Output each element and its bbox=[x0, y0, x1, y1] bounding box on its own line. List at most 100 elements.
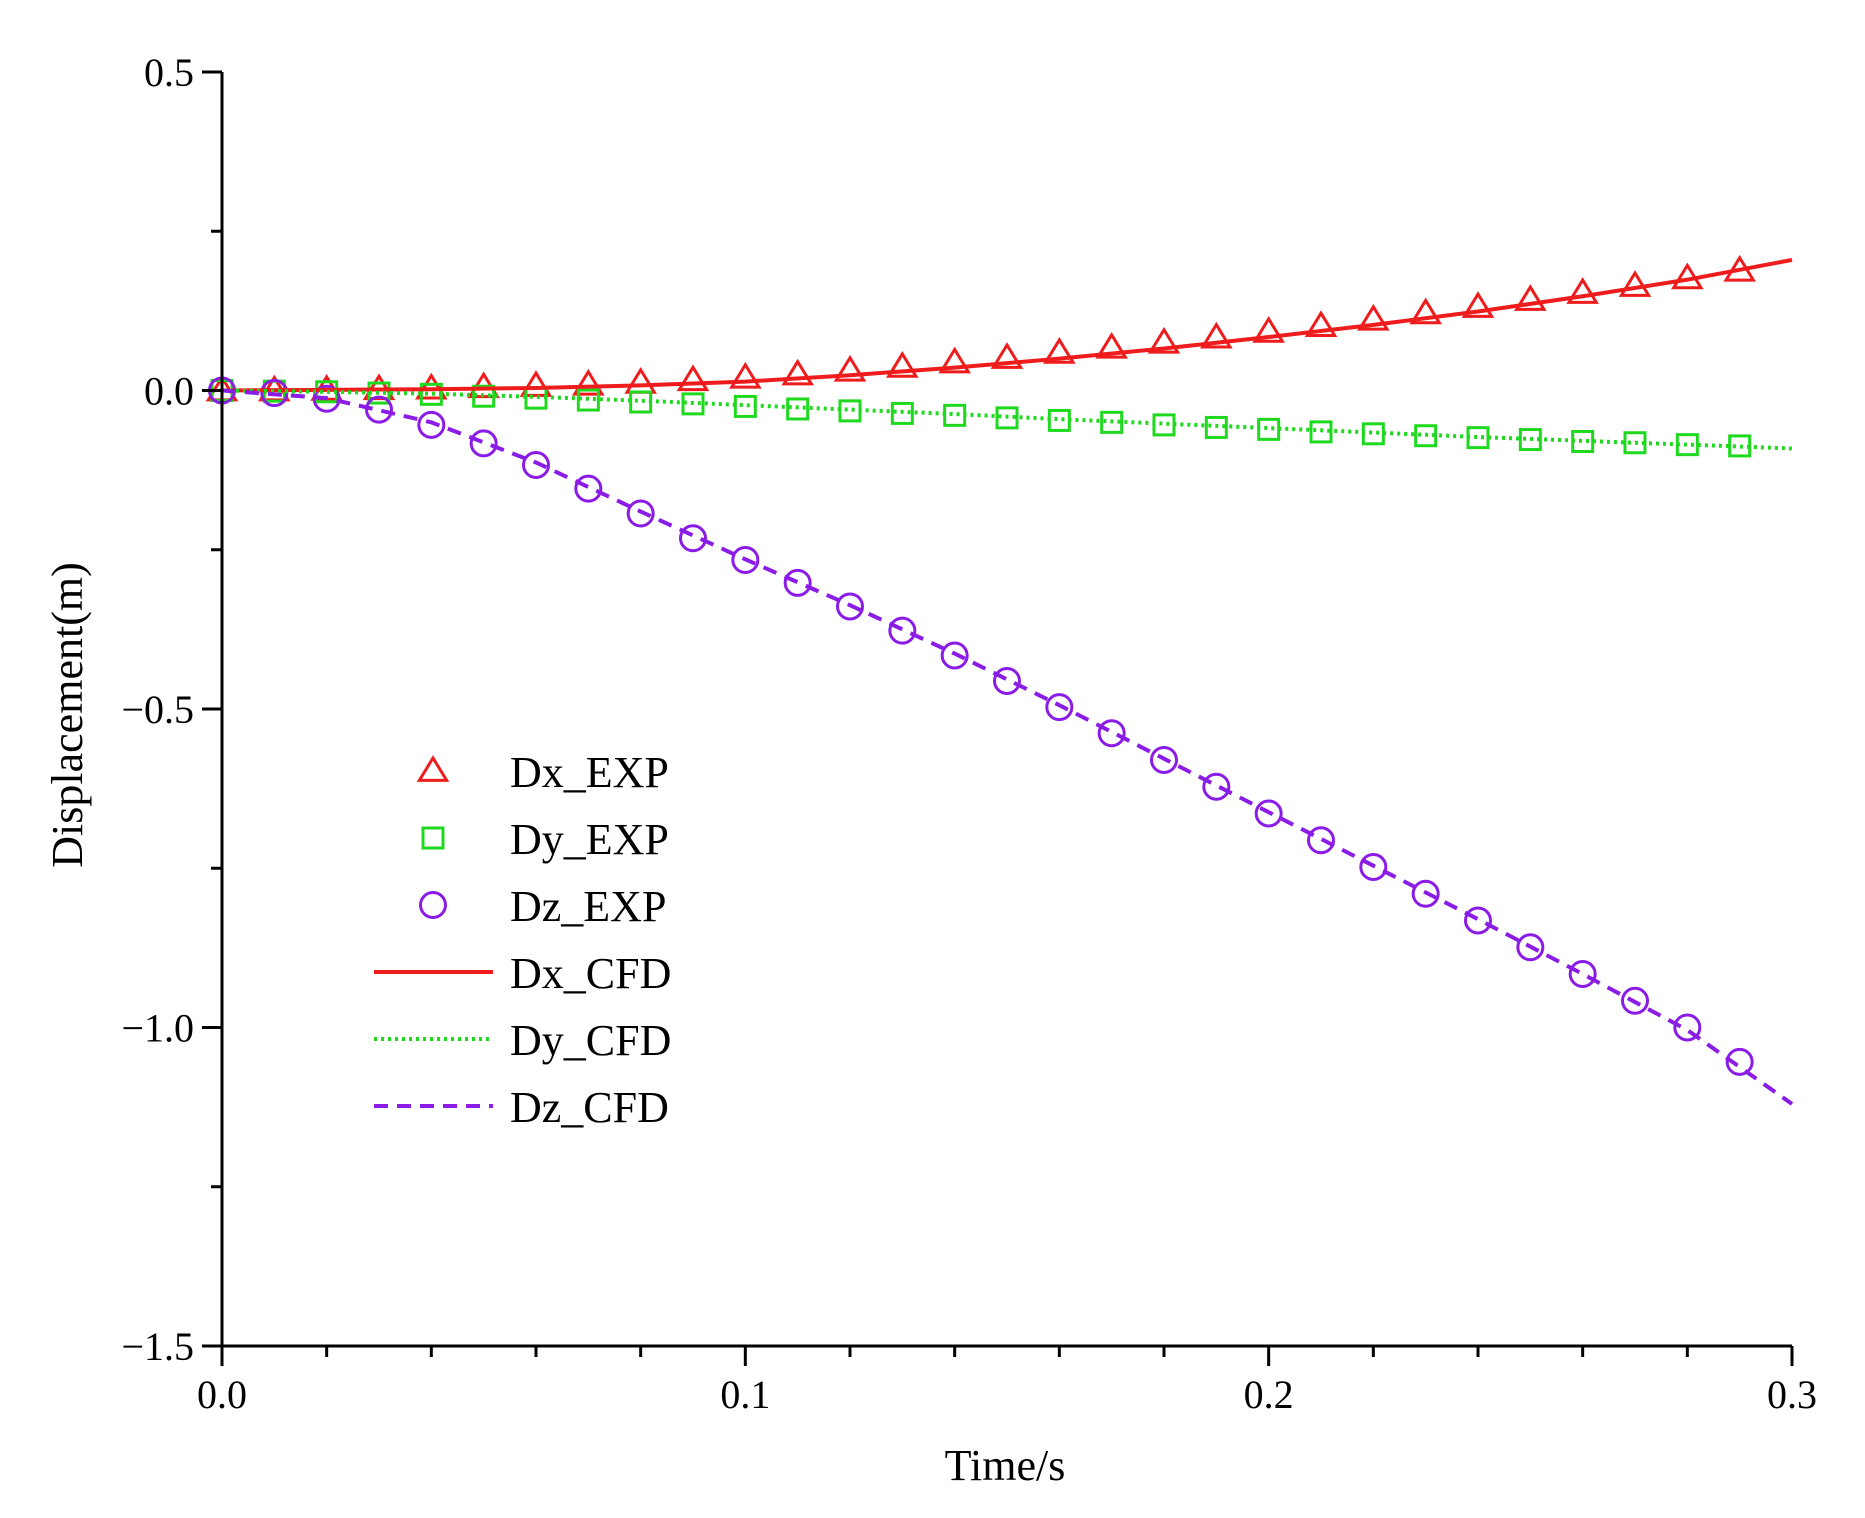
legend-item-dy-cfd: Dy_CFD bbox=[374, 1016, 671, 1065]
data-point-dz-exp bbox=[626, 499, 655, 528]
data-point-dx-exp bbox=[1461, 291, 1495, 318]
data-point-dz-exp bbox=[1411, 879, 1440, 908]
legend-swatch-dx-exp bbox=[416, 755, 450, 782]
x-tick-label: 0.3 bbox=[1767, 1372, 1817, 1417]
data-point-dz-exp bbox=[1254, 799, 1283, 828]
legend-swatch-dz-exp bbox=[419, 891, 447, 919]
legend-label-dx-exp: Dx_EXP bbox=[510, 748, 669, 797]
data-point-dy-exp bbox=[1152, 413, 1176, 437]
data-point-dy-exp bbox=[1728, 434, 1752, 458]
data-point-dz-exp bbox=[993, 666, 1021, 695]
data-point-dx-exp bbox=[1200, 321, 1233, 349]
series-dx-exp bbox=[205, 254, 1756, 402]
y-tick-label: −0.5 bbox=[121, 687, 194, 732]
data-point-dx-exp bbox=[1357, 303, 1390, 331]
data-point-dx-exp bbox=[1566, 277, 1599, 304]
data-point-dz-exp bbox=[522, 451, 550, 480]
data-point-dy-exp bbox=[733, 394, 757, 418]
data-point-dy-exp bbox=[576, 388, 600, 412]
data-point-dy-exp bbox=[1675, 433, 1699, 457]
x-tick-label: 0.0 bbox=[197, 1372, 247, 1417]
data-point-dz-exp bbox=[1568, 959, 1597, 988]
x-tick-label: 0.2 bbox=[1244, 1372, 1294, 1417]
legend-label-dx-cfd: Dx_CFD bbox=[510, 949, 671, 998]
series-dx-cfd bbox=[221, 257, 1793, 393]
data-point-dz-exp bbox=[731, 545, 760, 574]
legend-swatch-dy-exp bbox=[421, 826, 445, 850]
data-point-dx-exp bbox=[415, 372, 448, 400]
data-point-dx-exp bbox=[676, 364, 710, 392]
legend-item-dx-cfd: Dx_CFD bbox=[374, 949, 671, 998]
data-point-dz-exp bbox=[783, 568, 812, 597]
data-point-dy-exp bbox=[1100, 410, 1124, 434]
data-point-dx-exp bbox=[1252, 316, 1285, 343]
data-point-dz-exp bbox=[365, 395, 393, 424]
data-point-dy-exp bbox=[943, 403, 967, 427]
data-point-dz-exp bbox=[1621, 986, 1649, 1015]
data-point-dz-exp bbox=[1464, 906, 1492, 935]
y-axis-title: Displacement(m) bbox=[43, 562, 92, 867]
data-point-dx-exp bbox=[1304, 310, 1338, 338]
data-point-dy-exp bbox=[1466, 426, 1490, 450]
y-tick-label: 0.0 bbox=[144, 369, 194, 414]
data-point-dx-exp bbox=[781, 358, 814, 386]
data-point-dy-exp bbox=[1047, 408, 1071, 432]
data-point-dx-exp bbox=[938, 346, 971, 374]
series-dy-cfd bbox=[221, 388, 1793, 451]
data-point-dz-exp bbox=[574, 474, 603, 503]
line-dy-cfd bbox=[221, 388, 1793, 451]
legend-item-dy-exp: Dy_EXP bbox=[421, 815, 669, 864]
data-point-dz-exp bbox=[836, 592, 864, 621]
data-point-dy-exp bbox=[1623, 431, 1647, 455]
data-point-dy-exp bbox=[472, 384, 496, 408]
axes: 0.0 0.1 0.2 0.3 0.5 0.0 −0.5 −1.0 −1.5 bbox=[121, 50, 1817, 1417]
series-dz-exp bbox=[208, 376, 1754, 1076]
legend-label-dz-cfd: Dz_CFD bbox=[510, 1083, 669, 1132]
legend: Dx_EXP Dy_EXP Dz_EXP Dx_CFD Dy_CFD Dz_CFD bbox=[374, 748, 671, 1132]
y-tick-label: −1.0 bbox=[121, 1006, 194, 1051]
data-point-dx-exp bbox=[1147, 326, 1181, 354]
data-point-dz-exp bbox=[1150, 745, 1178, 774]
data-point-dx-exp bbox=[886, 351, 919, 378]
data-point-dx-exp bbox=[1409, 297, 1442, 325]
data-point-dx-exp bbox=[1095, 331, 1128, 359]
data-point-dy-exp bbox=[995, 406, 1019, 430]
data-point-dx-exp bbox=[990, 342, 1024, 369]
data-point-dz-exp bbox=[1359, 852, 1388, 881]
data-point-dz-exp bbox=[1202, 772, 1231, 801]
data-point-dy-exp bbox=[838, 399, 862, 423]
data-point-dz-exp bbox=[1045, 693, 1074, 722]
legend-label-dy-exp: Dy_EXP bbox=[510, 815, 669, 864]
data-point-dz-exp bbox=[417, 410, 446, 439]
data-point-dy-exp bbox=[629, 390, 653, 414]
y-tick-label: 0.5 bbox=[144, 50, 194, 95]
data-point-dz-exp bbox=[940, 641, 969, 670]
data-point-dy-exp bbox=[1361, 422, 1385, 446]
data-point-dz-exp bbox=[1516, 933, 1545, 962]
legend-label-dz-exp: Dz_EXP bbox=[510, 882, 666, 931]
data-point-dy-exp bbox=[1309, 420, 1333, 444]
data-point-dx-exp bbox=[1514, 284, 1547, 311]
data-point-dx-exp bbox=[624, 366, 657, 394]
y-tick-label: −1.5 bbox=[121, 1324, 194, 1369]
data-point-dy-exp bbox=[524, 386, 548, 410]
data-point-dy-exp bbox=[1257, 417, 1281, 441]
x-axis-title: Time/s bbox=[945, 1441, 1066, 1490]
legend-label-dy-cfd: Dy_CFD bbox=[510, 1016, 671, 1065]
data-point-dx-exp bbox=[1043, 337, 1076, 364]
legend-item-dz-cfd: Dz_CFD bbox=[374, 1083, 669, 1132]
data-point-dz-exp bbox=[888, 616, 917, 645]
data-point-dx-exp bbox=[833, 354, 867, 382]
data-point-dx-exp bbox=[1618, 270, 1652, 297]
data-point-dy-exp bbox=[786, 397, 810, 421]
data-point-dy-exp bbox=[890, 401, 914, 425]
x-tick-label: 0.1 bbox=[720, 1372, 770, 1417]
data-point-dz-exp bbox=[1725, 1047, 1754, 1076]
data-point-dz-exp bbox=[469, 429, 498, 458]
legend-item-dx-exp: Dx_EXP bbox=[416, 748, 669, 797]
data-point-dz-exp bbox=[1673, 1013, 1702, 1042]
data-point-dy-exp bbox=[681, 392, 705, 416]
data-point-dz-exp bbox=[1307, 826, 1335, 855]
data-point-dx-exp bbox=[519, 370, 553, 397]
